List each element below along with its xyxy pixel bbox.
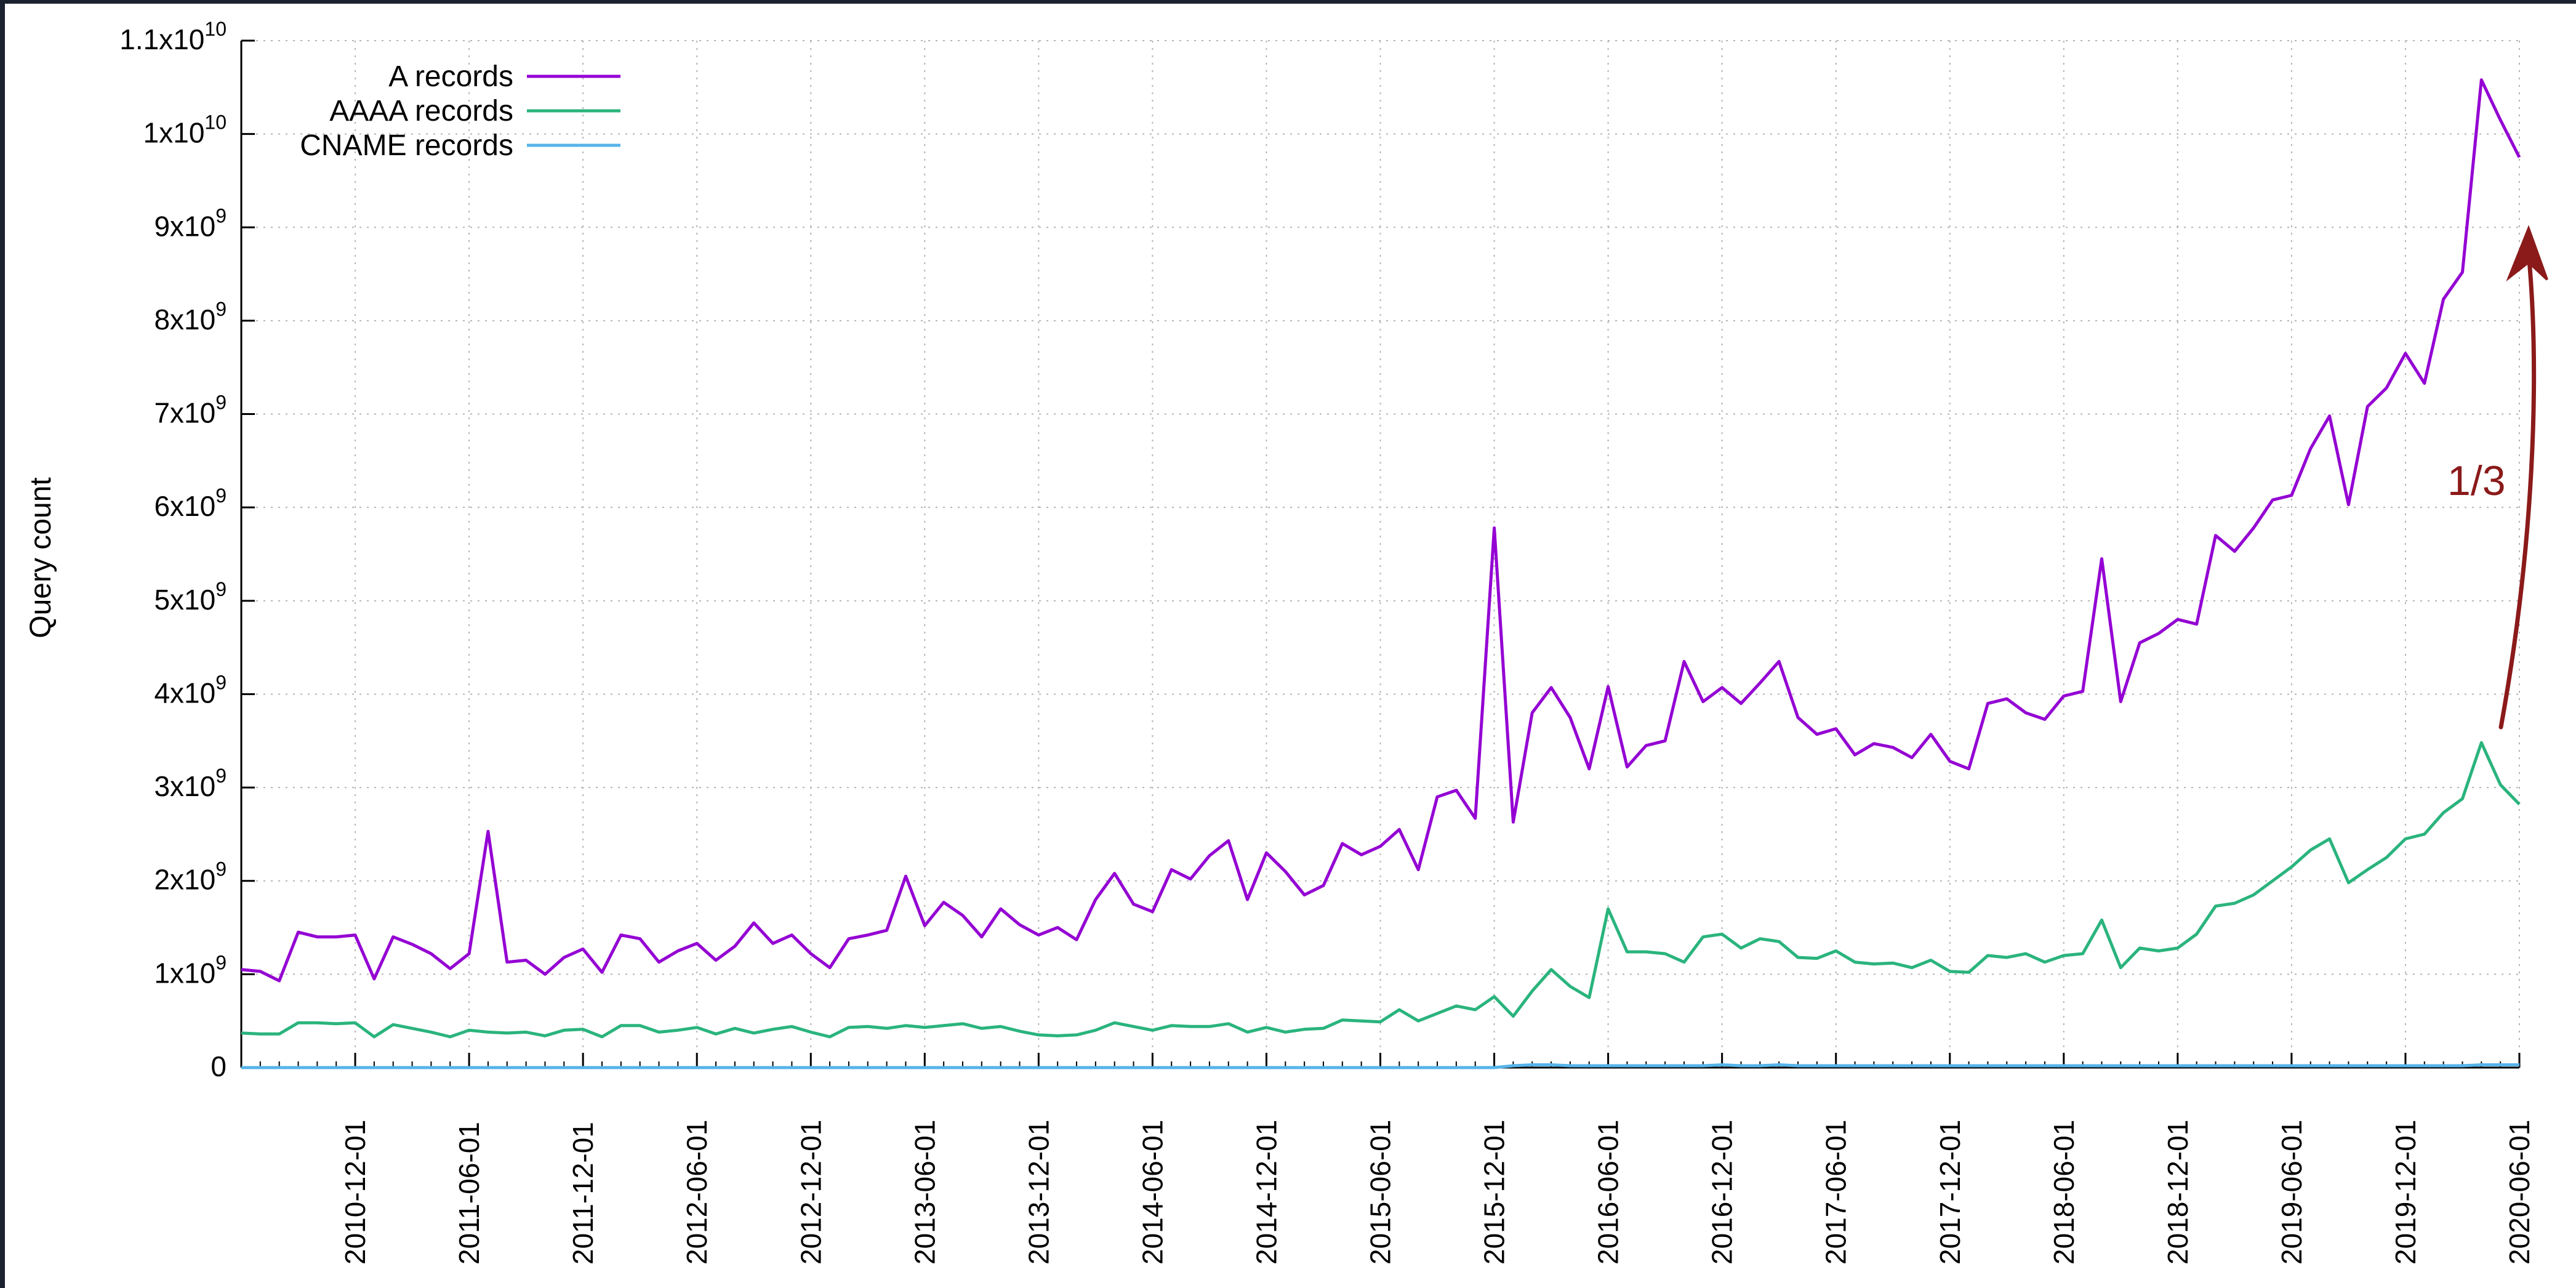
x-tick-label: 2016-12-01 (1706, 1120, 1738, 1265)
x-tick-label: 2011-12-01 (567, 1122, 599, 1265)
annotation-arrow (2498, 251, 2537, 730)
x-tick-label: 2016-06-01 (1592, 1120, 1624, 1265)
y-tick-label: 6x109 (154, 485, 227, 522)
y-tick-label: 0 (211, 1050, 227, 1082)
y-tick-label: 1x1010 (143, 111, 227, 149)
x-tick-label: 2018-12-01 (2162, 1120, 2194, 1265)
series-line-a-records (241, 78, 2521, 983)
annotation: 1/3 (2447, 225, 2548, 730)
x-tick-label: 2019-06-01 (2276, 1120, 2308, 1265)
x-tick-label: 2015-12-01 (1479, 1120, 1511, 1265)
x-tick-label: 2017-06-01 (1820, 1120, 1852, 1265)
y-tick-label: 2x109 (154, 858, 227, 896)
x-tick-label: 2012-12-01 (795, 1120, 827, 1265)
y-tick-label: 8x109 (154, 298, 227, 336)
x-tick-label: 2015-06-01 (1365, 1120, 1397, 1265)
x-tick-label: 2020-06-01 (2503, 1120, 2535, 1265)
x-tick-label: 2013-12-01 (1022, 1120, 1054, 1265)
legend-label: AAAA records (329, 95, 513, 127)
x-tick-label: 2018-06-01 (2048, 1120, 2080, 1265)
y-tick-label: 9x109 (154, 204, 227, 242)
x-tick-label: 2014-12-01 (1250, 1120, 1282, 1265)
x-tick-label: 2012-06-01 (681, 1120, 713, 1265)
axes: 0 1x109 2x109 3x109 4x109 5x109 6x109 7x109 8x10… (25, 18, 2535, 1265)
series-line-aaaa-records (241, 741, 2521, 1039)
annotation-arrowhead (2506, 225, 2548, 282)
x-tick-label: 2013-06-01 (909, 1120, 941, 1265)
y-tick-label: 4x109 (154, 671, 227, 709)
series-line-cname-records (241, 1063, 2519, 1069)
y-tick-label: 3x109 (154, 765, 227, 802)
x-tick-label: 2011-06-01 (453, 1122, 485, 1265)
series-layer (241, 78, 2521, 1069)
y-tick-label: 7x109 (154, 392, 227, 429)
x-tick-label: 2010-12-01 (339, 1120, 371, 1265)
y-tick-label: 1x109 (154, 951, 227, 989)
chart-frame: 0 1x109 2x109 3x109 4x109 5x109 6x109 7x109 8x10… (5, 4, 2576, 1288)
x-tick-label: 2014-06-01 (1136, 1120, 1168, 1265)
y-tick-label: 1.1x1010 (119, 18, 227, 55)
legend-label: A records (388, 60, 513, 93)
x-tick-label: 2019-12-01 (2389, 1120, 2422, 1265)
y-axis-label: Query count (25, 477, 57, 638)
line-chart: 0 1x109 2x109 3x109 4x109 5x109 6x109 7x109 8x10… (25, 18, 2548, 1265)
annotation-text: 1/3 (2447, 457, 2506, 504)
y-tick-label: 5x109 (154, 578, 227, 616)
x-tick-label: 2017-12-01 (1934, 1120, 1966, 1265)
legend-label: CNAME records (300, 129, 513, 162)
grid-lines (241, 40, 2520, 1068)
